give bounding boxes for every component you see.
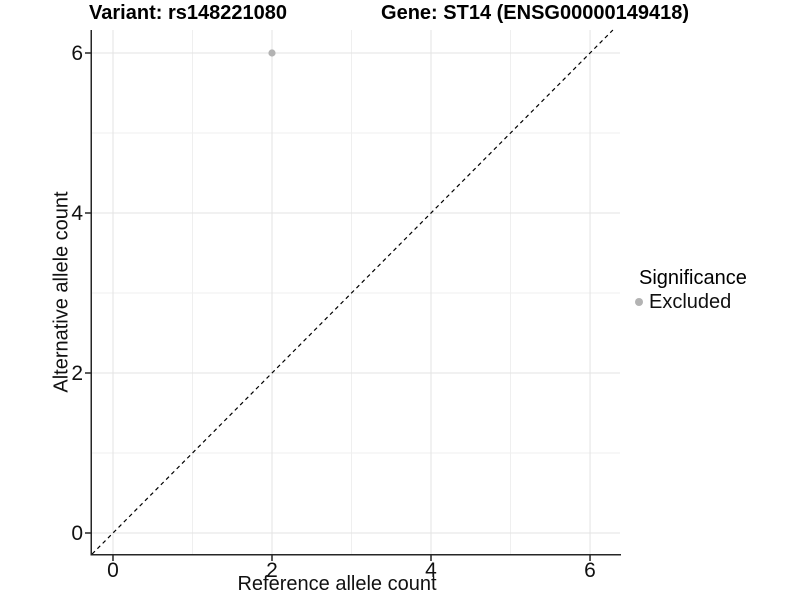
legend-title: Significance xyxy=(639,267,747,289)
x-tick-label: 0 xyxy=(107,559,119,582)
x-axis-title: Reference allele count xyxy=(237,573,437,595)
y-tick-label: 6 xyxy=(71,41,83,65)
x-tick-label: 2 xyxy=(266,559,278,582)
x-tick-label: 4 xyxy=(425,559,437,582)
y-tick-label: 4 xyxy=(71,201,83,225)
data-point xyxy=(268,49,276,57)
y-tick-label: 0 xyxy=(71,521,83,545)
excluded-point-icon xyxy=(635,298,643,306)
x-tick-label: 6 xyxy=(584,559,596,582)
identity-reference-line xyxy=(91,29,614,555)
legend: Significance Excluded xyxy=(635,266,747,314)
plot-title-variant: Variant: rs148221080 xyxy=(89,2,287,24)
legend-entry-excluded: Excluded xyxy=(635,290,747,314)
legend-entry-label: Excluded xyxy=(649,290,732,313)
y-tick-label: 2 xyxy=(71,361,83,385)
plot-title-gene: Gene: ST14 (ENSG00000149418) xyxy=(381,2,689,24)
